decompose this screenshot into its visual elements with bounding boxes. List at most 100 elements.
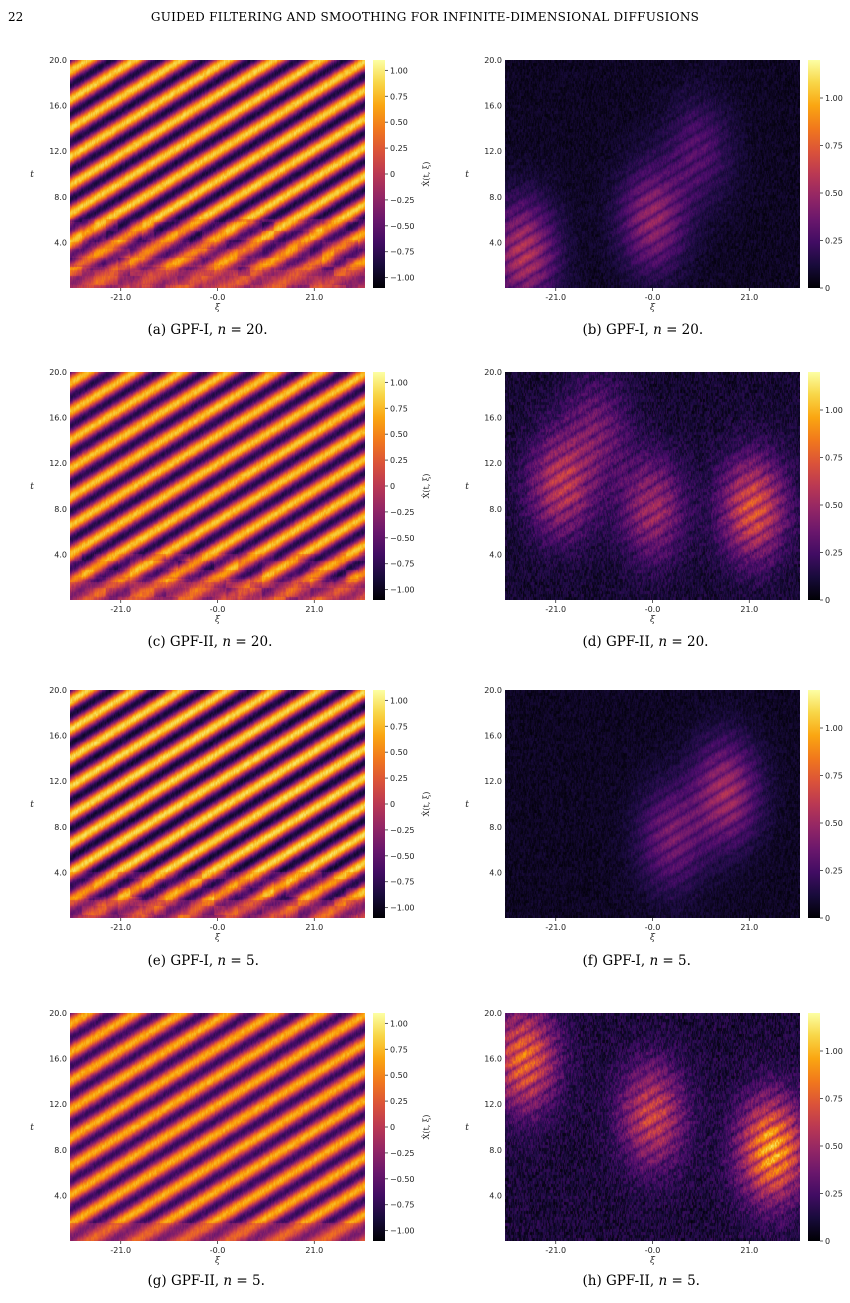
colorbar-tick-label: 0.25 xyxy=(390,774,408,783)
caption-e: (e) GPF-I, n = 5. xyxy=(148,953,259,969)
y-tick-label: 8.0 xyxy=(489,1146,502,1155)
x-axis-label: ξ xyxy=(215,1256,221,1266)
y-axis-label: t xyxy=(30,1123,34,1133)
y-tick-label: 20.0 xyxy=(484,1009,502,1018)
colorbar-tick-label: 0 xyxy=(390,482,395,491)
x-axis-label: ξ xyxy=(215,303,221,313)
colorbar-tick-label: −1.00 xyxy=(390,904,415,913)
colorbar xyxy=(373,60,385,288)
y-axis-label: t xyxy=(465,170,469,180)
colorbar-tick-label: 0 xyxy=(390,800,395,809)
heatmap-g xyxy=(70,1013,365,1241)
x-tick-label: -0.0 xyxy=(645,605,661,614)
y-axis-label: t xyxy=(465,1123,469,1133)
y-tick-label: 20.0 xyxy=(484,56,502,65)
y-tick-label: 20.0 xyxy=(49,1009,67,1018)
y-axis-label: t xyxy=(30,800,34,810)
caption-d: (d) GPF-II, n = 20. xyxy=(583,634,709,650)
colorbar-tick-label: −0.25 xyxy=(390,196,415,205)
axes-h: 20.0 16.0 12.0 8.0 4.0 -21.0 -0.0 21.0 ξ t 1.00 0.7… xyxy=(465,1009,843,1266)
caption-math: n xyxy=(649,953,659,969)
y-tick-label: 20.0 xyxy=(49,56,67,65)
caption-math: n xyxy=(217,322,227,338)
running-title: GUIDED FILTERING AND SMOOTHING FOR INFIN… xyxy=(150,10,700,24)
x-tick-label: -21.0 xyxy=(545,605,566,614)
colorbar-tick-label: −0.50 xyxy=(390,534,415,543)
colorbar xyxy=(373,372,385,600)
axes-g: 20.0 16.0 12.0 8.0 4.0 -21.0 -0.0 21.0 ξ t 1.00 0.7… xyxy=(30,1009,431,1266)
y-tick-label: 8.0 xyxy=(54,505,67,514)
y-tick-label: 4.0 xyxy=(54,1191,67,1200)
colorbar-tick-label: −0.25 xyxy=(390,826,415,835)
caption-a: (a) GPF-I, n = 20. xyxy=(148,322,268,338)
colorbar xyxy=(808,1013,820,1241)
y-axis-label: t xyxy=(30,170,34,180)
x-tick-label: -21.0 xyxy=(110,605,131,614)
caption-label: (h) GPF-II, xyxy=(582,1273,659,1289)
y-tick-label: 4.0 xyxy=(489,868,502,877)
y-axis-label: t xyxy=(30,482,34,492)
caption-math: n xyxy=(658,634,668,650)
y-tick-label: 4.0 xyxy=(489,238,502,247)
y-tick-label: 20.0 xyxy=(49,368,67,377)
y-tick-label: 8.0 xyxy=(54,1146,67,1155)
colorbar-tick-label: 0 xyxy=(390,1123,395,1132)
caption-c: (c) GPF-II, n = 20. xyxy=(148,634,273,650)
colorbar-tick-label: 0.75 xyxy=(390,92,408,101)
panel-c: 20.0 16.0 12.0 8.0 4.0 -21.0 -0.0 21.0 ξ t 1.00 0.7… xyxy=(15,362,431,662)
y-tick-label: 8.0 xyxy=(489,505,502,514)
y-tick-label: 16.0 xyxy=(484,414,502,423)
colorbar-tick-label: 0 xyxy=(390,170,395,179)
caption-label: (c) GPF-II, xyxy=(147,634,223,650)
colorbar-tick-label: 0.50 xyxy=(390,118,408,127)
colorbar-tick-label: 0.50 xyxy=(390,748,408,757)
x-tick-label: -0.0 xyxy=(210,923,226,932)
x-tick-label: 21.0 xyxy=(740,293,758,302)
colorbar-tick-label: 0.25 xyxy=(390,456,408,465)
caption-label: (a) GPF-I, xyxy=(147,322,218,338)
colorbar xyxy=(373,1013,385,1241)
panel-b: 20.0 16.0 12.0 8.0 4.0 -21.0 -0.0 21.0 ξ t 1.00 0.7… xyxy=(450,50,850,350)
colorbar-tick-label: −0.75 xyxy=(390,878,415,887)
caption-math: n xyxy=(653,322,662,338)
colorbar xyxy=(808,60,820,288)
caption-value: = 5. xyxy=(232,1273,265,1289)
axes-c: 20.0 16.0 12.0 8.0 4.0 -21.0 -0.0 21.0 ξ t 1.00 0.7… xyxy=(30,368,431,625)
x-axis-label: ξ xyxy=(650,1256,656,1266)
y-tick-label: 12.0 xyxy=(484,147,502,156)
y-tick-label: 8.0 xyxy=(489,193,502,202)
x-tick-label: -0.0 xyxy=(645,293,661,302)
caption-math: n xyxy=(217,953,227,969)
y-tick-label: 4.0 xyxy=(54,550,67,559)
colorbar-label: X̂(t, ξ) xyxy=(422,792,431,817)
axes-d: 20.0 16.0 12.0 8.0 4.0 -21.0 -0.0 21.0 ξ t 1.00 0.7… xyxy=(465,368,843,625)
caption-label: (g) GPF-II, xyxy=(147,1273,224,1289)
heatmap-b xyxy=(505,60,800,288)
heatmap-e xyxy=(70,690,365,918)
colorbar-tick-label: 0.50 xyxy=(825,189,843,198)
colorbar-tick-label: 0.25 xyxy=(390,144,408,153)
caption-label: (f) GPF-I, xyxy=(582,953,650,969)
colorbar-label: X̂(t, ξ) xyxy=(422,162,431,187)
colorbar-tick-label: −0.75 xyxy=(390,248,415,257)
x-axis-label: ξ xyxy=(650,933,656,943)
x-tick-label: -21.0 xyxy=(110,293,131,302)
colorbar-tick-label: 0.75 xyxy=(825,142,843,151)
caption-math: n xyxy=(223,1273,233,1289)
colorbar xyxy=(808,690,820,918)
x-tick-label: 21.0 xyxy=(305,923,323,932)
y-tick-label: 16.0 xyxy=(49,414,67,423)
axes-e: 20.0 16.0 12.0 8.0 4.0 -21.0 -0.0 21.0 ξ t 1.00 0.7… xyxy=(30,686,431,943)
x-tick-label: -21.0 xyxy=(110,1246,131,1255)
colorbar-tick-label: 0.25 xyxy=(390,1097,408,1106)
colorbar-tick-label: 0 xyxy=(825,1237,830,1246)
y-tick-label: 12.0 xyxy=(49,459,67,468)
caption-value: = 20. xyxy=(226,322,268,338)
heatmap-f xyxy=(505,690,800,918)
colorbar-tick-label: 1.00 xyxy=(825,724,843,733)
colorbar-tick-label: 0 xyxy=(825,596,830,605)
y-axis-label: t xyxy=(465,800,469,810)
y-tick-label: 12.0 xyxy=(484,1100,502,1109)
x-tick-label: 21.0 xyxy=(740,605,758,614)
heatmap-a xyxy=(70,60,365,288)
